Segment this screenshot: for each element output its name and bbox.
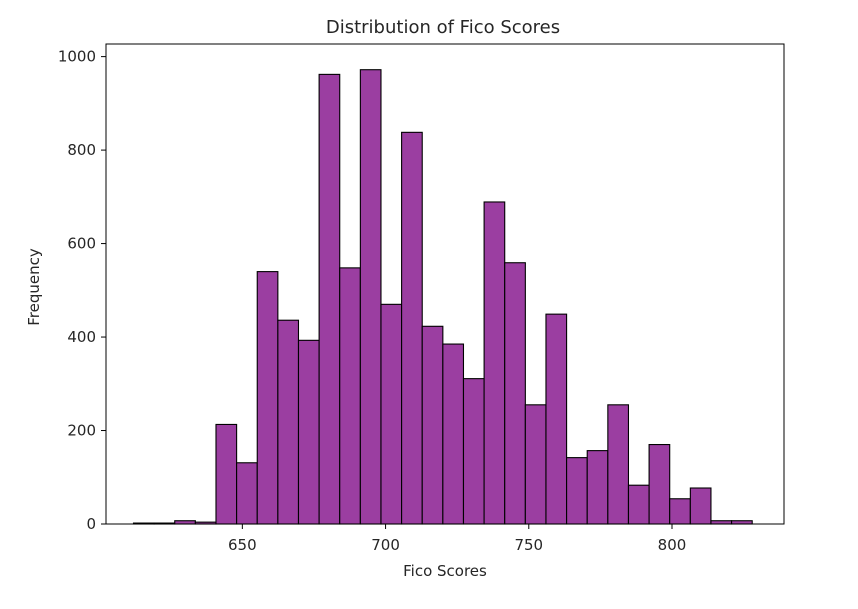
histogram-bar [462, 378, 485, 525]
histogram-bar [648, 443, 671, 525]
histogram-bar [586, 450, 609, 525]
histogram-bar [359, 69, 382, 525]
histogram-bar [669, 498, 691, 525]
histogram-bar [689, 487, 712, 525]
histogram-bar [380, 303, 403, 525]
bars-group [132, 69, 753, 525]
histogram-bar [215, 423, 238, 525]
histogram-bar [256, 271, 279, 525]
y-tick-label: 1000 [58, 48, 96, 66]
y-axis: 0 200 400 600 800 1000 [58, 48, 106, 533]
histogram-bar [236, 462, 258, 525]
histogram-bar [524, 404, 547, 525]
histogram-bar [339, 267, 361, 525]
histogram-bar [483, 201, 506, 525]
x-axis: 650 700 750 800 [228, 524, 686, 554]
histogram-bar [504, 262, 526, 525]
plot-area-frame [105, 43, 785, 525]
y-axis-label: Frequency [25, 248, 43, 326]
histogram-bar [627, 484, 650, 525]
x-tick-label: 700 [371, 536, 400, 554]
chart-title: Distribution of Fico Scores [326, 17, 560, 38]
y-tick-label: 400 [67, 328, 96, 346]
x-tick-label: 750 [514, 536, 543, 554]
y-tick-label: 200 [67, 422, 96, 440]
histogram-bar [277, 319, 300, 525]
histogram-bar [607, 404, 630, 525]
histogram-bar [545, 313, 568, 525]
x-tick-label: 800 [658, 536, 687, 554]
x-axis-label: Fico Scores [403, 562, 487, 580]
histogram-bar [401, 131, 423, 525]
histogram-bar [318, 73, 341, 525]
histogram-bar [566, 457, 588, 525]
histogram-bar [442, 343, 465, 525]
histogram-bar [297, 339, 320, 525]
histogram-bar [421, 325, 444, 525]
y-tick-label: 0 [86, 515, 96, 533]
x-tick-label: 650 [228, 536, 257, 554]
y-tick-label: 600 [67, 235, 96, 253]
y-tick-label: 800 [67, 141, 96, 159]
